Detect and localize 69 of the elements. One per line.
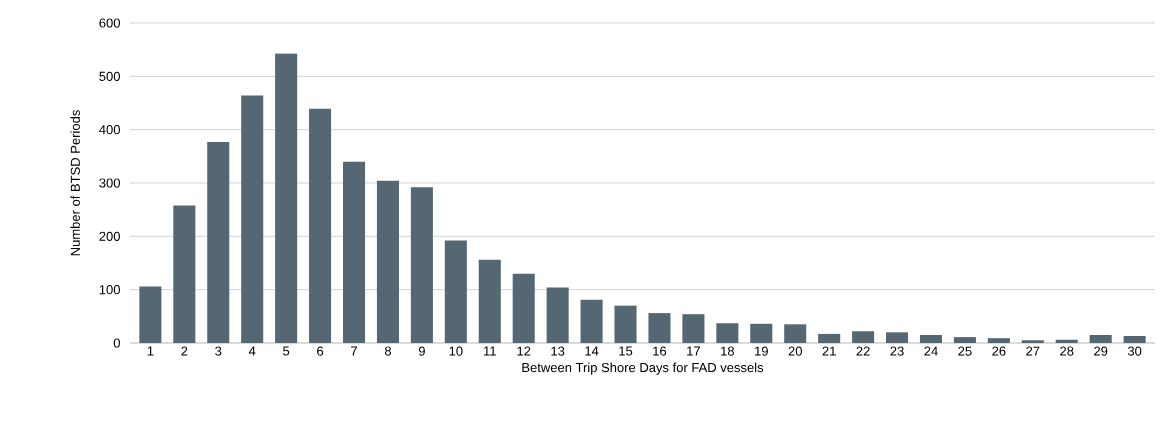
x-tick-label: 9	[418, 346, 425, 356]
y-tick-label: 100	[99, 285, 120, 295]
bar	[444, 240, 467, 343]
bar	[241, 95, 264, 343]
x-axis-title: Between Trip Shore Days for FAD vessels	[522, 362, 764, 375]
bar	[886, 332, 909, 343]
bar	[275, 53, 298, 343]
x-tick-label: 16	[653, 346, 667, 356]
bar	[784, 324, 807, 343]
bar	[919, 334, 943, 343]
x-tick-label: 15	[619, 346, 633, 356]
x-tick-label: 24	[924, 346, 938, 356]
bar	[580, 299, 603, 343]
x-tick-label: 6	[317, 346, 324, 356]
bar	[852, 331, 875, 343]
x-tick-label: 17	[687, 346, 700, 356]
bar	[953, 337, 976, 343]
bar	[546, 287, 569, 343]
bar	[987, 338, 1010, 343]
x-tick-label: 2	[181, 346, 188, 356]
y-tick-label: 0	[113, 338, 120, 348]
bar	[512, 273, 535, 343]
x-tick-label: 26	[992, 346, 1006, 356]
x-tick-label: 3	[215, 346, 222, 356]
y-axis-title: Number of BTSD Periods	[70, 110, 80, 256]
bar	[648, 313, 671, 343]
x-tick-label: 20	[788, 346, 802, 356]
bar	[478, 259, 501, 343]
bar	[139, 286, 162, 343]
bar	[342, 161, 366, 343]
x-tick-label: 1	[147, 346, 154, 356]
x-tick-label: 5	[283, 346, 290, 356]
y-tick-label: 400	[99, 125, 120, 135]
bar	[1055, 339, 1078, 343]
y-tick-label: 500	[99, 71, 120, 81]
x-tick-label: 11	[484, 346, 496, 356]
x-tick-label: 4	[248, 346, 256, 356]
bar	[716, 323, 739, 343]
x-tick-label: 23	[890, 346, 904, 356]
x-tick-label: 28	[1060, 346, 1074, 356]
bar	[614, 305, 637, 343]
bar	[750, 323, 773, 343]
bar	[173, 205, 196, 343]
bar	[1089, 334, 1112, 343]
y-tick-label: 200	[99, 231, 120, 241]
bar	[682, 314, 705, 343]
bar	[410, 187, 433, 343]
y-tick-label: 600	[99, 18, 120, 28]
y-tick-label: 300	[99, 178, 120, 188]
bar	[818, 333, 841, 343]
x-tick-label: 22	[856, 346, 870, 356]
x-tick-label: 14	[585, 346, 599, 356]
bar	[1123, 336, 1146, 343]
x-tick-label: 10	[449, 346, 463, 356]
x-tick-label: 12	[517, 346, 531, 356]
x-tick-label: 25	[958, 346, 972, 356]
x-tick-label: 30	[1127, 346, 1142, 356]
x-tick-label: 21	[822, 346, 836, 356]
bar	[1021, 340, 1044, 343]
x-tick-label: 13	[551, 346, 565, 356]
x-tick-label: 27	[1026, 346, 1040, 356]
bar	[207, 141, 230, 343]
x-tick-label: 29	[1094, 346, 1108, 356]
x-tick-label: 8	[384, 346, 391, 356]
x-tick-label: 7	[351, 346, 357, 356]
x-tick-label: 18	[721, 346, 735, 356]
bar	[376, 180, 399, 343]
x-tick-label: 19	[755, 346, 768, 356]
bar	[309, 108, 332, 343]
